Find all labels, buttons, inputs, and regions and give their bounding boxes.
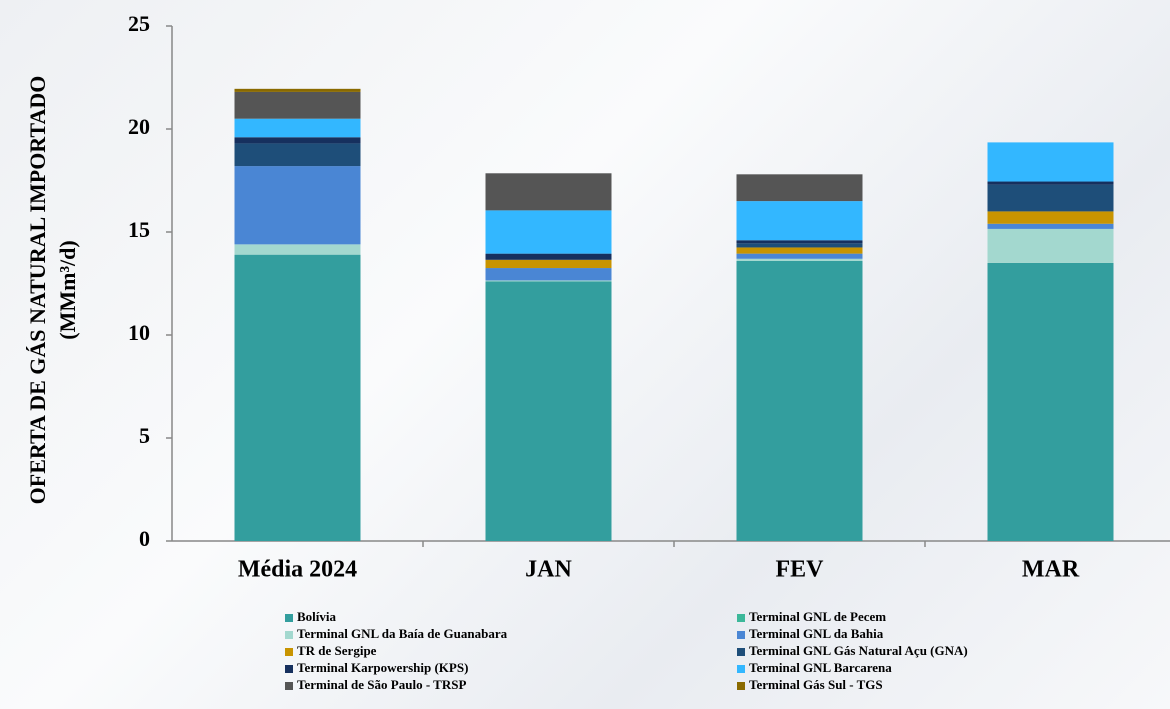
bar-segment bbox=[234, 118, 361, 138]
legend-label: Bolívia bbox=[297, 609, 337, 624]
legend-label: TR de Sergipe bbox=[297, 643, 377, 658]
y-tick-label: 15 bbox=[128, 217, 150, 242]
legend-label: Terminal Karpowership (KPS) bbox=[297, 660, 468, 675]
y-tick-label: 5 bbox=[139, 423, 150, 448]
y-tick-label: 0 bbox=[139, 526, 150, 551]
bar-segment bbox=[485, 268, 612, 281]
bar-segment bbox=[736, 258, 863, 261]
legend-label: Terminal Gás Sul - TGS bbox=[749, 677, 883, 692]
bar-segment bbox=[736, 174, 863, 202]
bar-segment bbox=[736, 253, 863, 259]
legend-label: Terminal GNL da Bahia bbox=[749, 626, 884, 641]
bar-segment bbox=[234, 254, 361, 541]
legend-label: Terminal GNL de Pecem bbox=[749, 609, 886, 624]
legend-swatch bbox=[737, 665, 745, 673]
bar-segment bbox=[987, 142, 1114, 182]
bar-segment bbox=[987, 181, 1114, 185]
x-tick-label: FEV bbox=[776, 557, 825, 583]
legend-label: Terminal GNL Gás Natural Açu (GNA) bbox=[749, 643, 968, 658]
legend-swatch bbox=[285, 682, 293, 690]
bar-segment bbox=[736, 247, 863, 254]
bar-segment bbox=[234, 143, 361, 167]
y-tick-label: 10 bbox=[128, 320, 150, 345]
bar-segment bbox=[987, 184, 1114, 212]
legend-swatch bbox=[285, 648, 293, 656]
legend-swatch bbox=[737, 614, 745, 622]
legend-label: Terminal GNL da Baía de Guanabara bbox=[297, 626, 508, 641]
x-tick-label: MAR bbox=[1022, 557, 1080, 583]
bar-segment bbox=[485, 281, 612, 541]
bar-segment bbox=[485, 253, 612, 260]
legend-swatch bbox=[737, 682, 745, 690]
bar-segment bbox=[987, 262, 1114, 541]
x-tick-label: Média 2024 bbox=[238, 557, 357, 583]
legend-swatch bbox=[285, 614, 293, 622]
legend-swatch bbox=[737, 631, 745, 639]
bar-segment bbox=[736, 201, 863, 241]
bar-segment bbox=[987, 211, 1114, 224]
bar-segment bbox=[234, 244, 361, 255]
bar-segment bbox=[485, 259, 612, 269]
y-tick-label: 20 bbox=[128, 114, 150, 139]
bar-segment bbox=[234, 137, 361, 144]
y-tick-label: 25 bbox=[128, 11, 150, 36]
legend-label: Terminal de São Paulo - TRSP bbox=[297, 677, 466, 692]
bar-segment bbox=[485, 280, 612, 282]
bar-segment bbox=[234, 166, 361, 245]
legend-swatch bbox=[285, 631, 293, 639]
y-axis-label: OFERTA DE GÁS NATURAL IMPORTADO bbox=[25, 76, 50, 505]
bar-segment bbox=[736, 260, 863, 541]
bar-segment bbox=[987, 223, 1114, 229]
legend-swatch bbox=[737, 648, 745, 656]
bar-segment bbox=[485, 210, 612, 254]
y-axis-label: (MMm³/d) bbox=[55, 240, 80, 339]
bar-segment bbox=[987, 228, 1114, 263]
x-tick-label: JAN bbox=[525, 557, 572, 583]
bar-segment bbox=[234, 88, 361, 92]
bar-segment bbox=[736, 240, 863, 244]
legend-swatch bbox=[285, 665, 293, 673]
bar-segment bbox=[234, 91, 361, 119]
bar-segment bbox=[485, 173, 612, 211]
bar-segment bbox=[736, 243, 863, 248]
legend-label: Terminal GNL Barcarena bbox=[749, 660, 892, 675]
